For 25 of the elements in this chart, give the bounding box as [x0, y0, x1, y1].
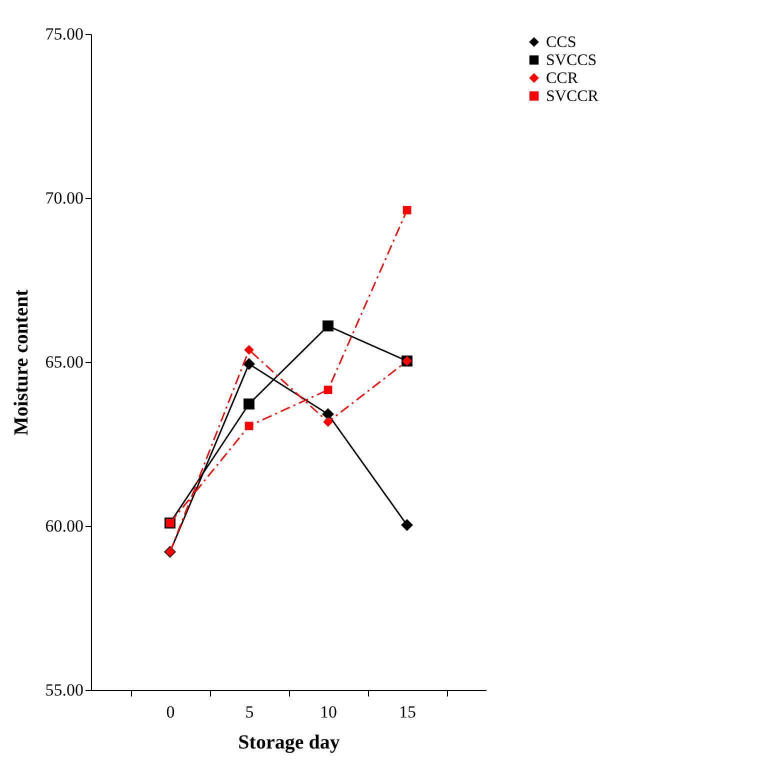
y-tick-label: 60.00: [45, 516, 84, 536]
legend-label: SVCCR: [546, 88, 599, 105]
y-tick-label: 70.00: [45, 188, 84, 208]
point: [402, 206, 412, 214]
y-axis-title: Moisture content: [10, 289, 32, 436]
point: [322, 408, 334, 420]
y-tick-label: 65.00: [45, 352, 84, 372]
point: [322, 320, 334, 332]
y-tick-label: 55.00: [45, 680, 84, 700]
point: [400, 518, 414, 532]
x-tick-label: 0: [166, 702, 175, 722]
point: [323, 417, 333, 427]
point: [244, 344, 254, 355]
x-tick-label: 10: [320, 702, 337, 722]
point: [242, 358, 256, 370]
y-tick-label: 75.00: [45, 24, 84, 44]
legend-label: SVCCS: [546, 52, 597, 69]
x-axis-title: Storage day: [238, 732, 340, 754]
point: [244, 422, 254, 430]
point: [324, 386, 332, 394]
x-tick-label: 5: [245, 702, 254, 722]
legend-label: CCS: [546, 34, 576, 51]
x-tick-label: 15: [399, 702, 416, 722]
point: [244, 398, 254, 410]
legend-label: CCR: [546, 70, 578, 87]
